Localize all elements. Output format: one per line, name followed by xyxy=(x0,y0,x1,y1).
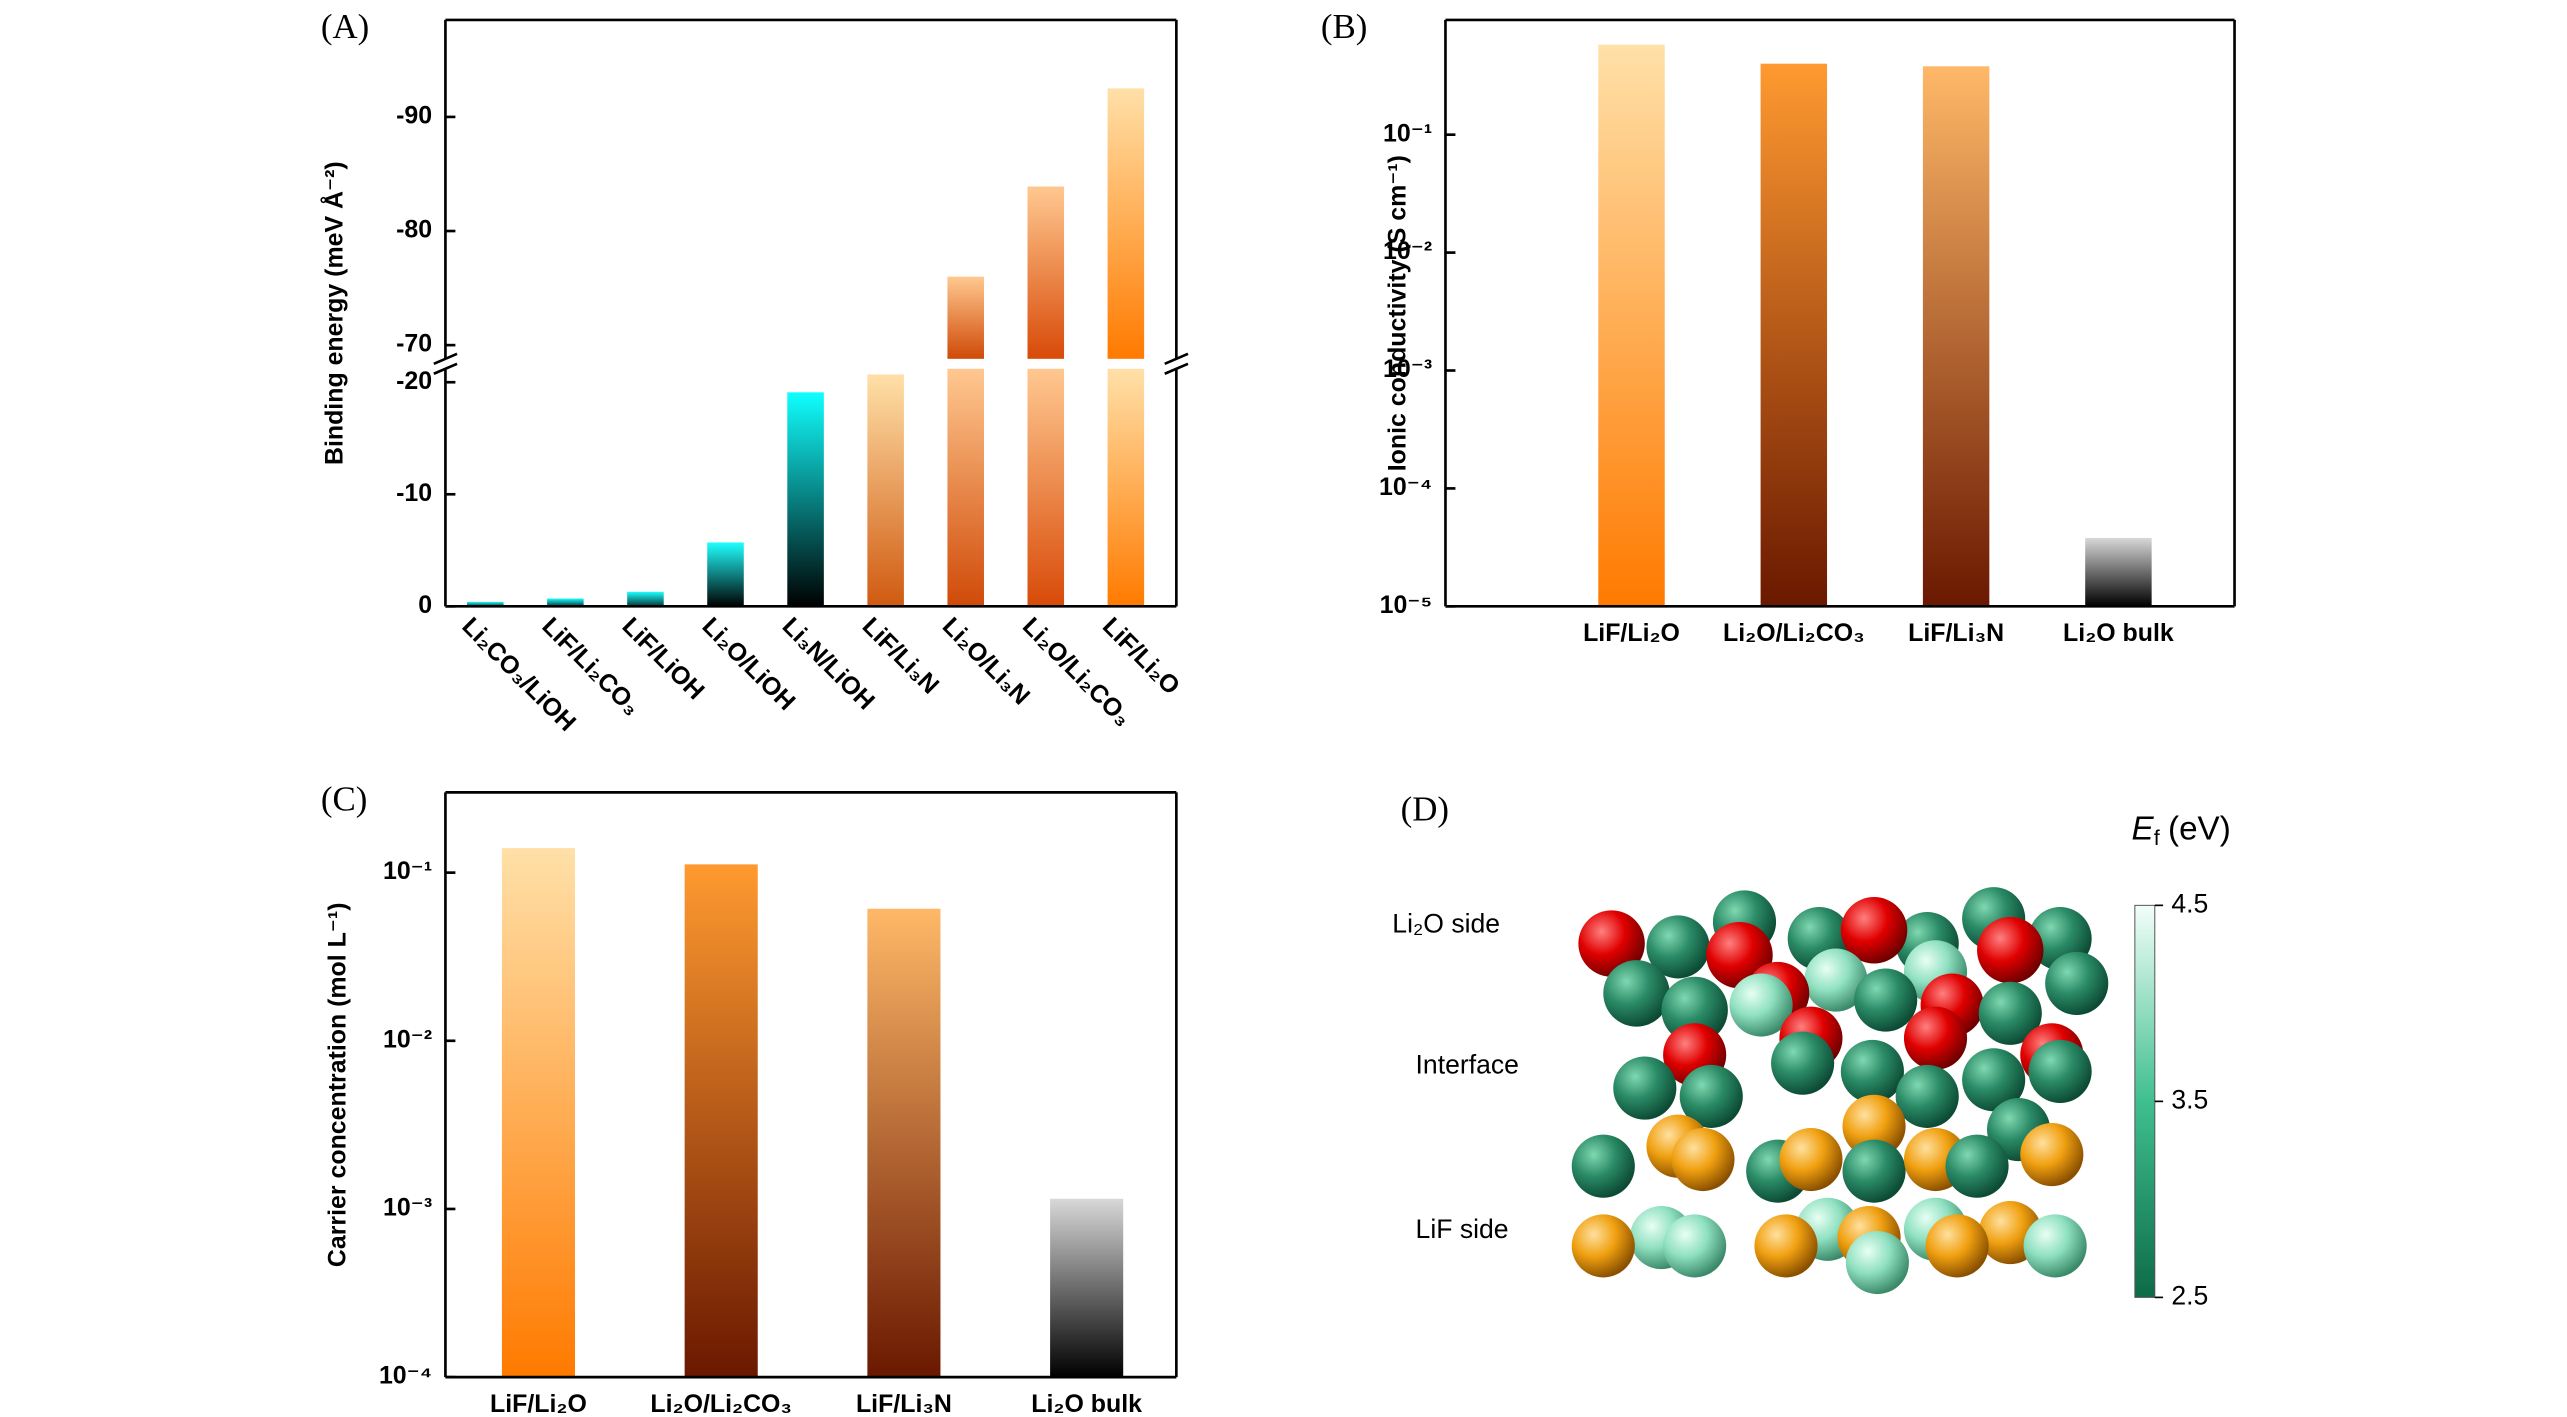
colorbar-tick-label: 4.5 xyxy=(2171,888,2208,918)
y-tick-label: 10⁻⁵ xyxy=(1380,591,1433,619)
y-tick-label: -70 xyxy=(396,330,432,358)
colorbar-subscript: f xyxy=(2154,825,2161,850)
y-tick-label: -10 xyxy=(396,479,432,507)
atom-structure xyxy=(1571,887,2109,1295)
y-tick-label: 10⁻¹ xyxy=(1383,119,1432,147)
bar xyxy=(1922,66,1990,607)
bar xyxy=(867,374,904,607)
x-tick-label: Li₂O bulk xyxy=(1031,1390,1142,1417)
bar xyxy=(684,864,758,1378)
bar xyxy=(627,591,664,607)
x-tick-label: Li₂O/Li₂CO₃ xyxy=(1723,619,1865,647)
y-tick-label: 10⁻³ xyxy=(383,1194,432,1222)
panel-label: (B) xyxy=(1321,7,1368,46)
x-tick-label: LiF/Li₃N xyxy=(1908,619,2004,647)
bar xyxy=(867,908,941,1378)
bar xyxy=(501,848,575,1378)
bar xyxy=(1760,63,1828,607)
layer-label: LiF side xyxy=(1416,1214,1509,1244)
axis-break xyxy=(433,352,458,366)
bar-lower-part xyxy=(1107,368,1145,607)
bar xyxy=(707,542,744,607)
x-tick-label: LiF/Li₂O xyxy=(1583,619,1680,647)
y-tick-label: 10⁻² xyxy=(383,1025,432,1053)
colorbar-tick-label: 2.5 xyxy=(2171,1280,2208,1310)
bar xyxy=(1050,1198,1124,1378)
panel-label: (A) xyxy=(321,7,369,46)
bar-upper-part xyxy=(1027,186,1065,359)
bar-upper-part xyxy=(1107,88,1145,359)
y-tick-label: 10⁻⁴ xyxy=(379,1362,432,1390)
y-tick-label: 10⁻² xyxy=(1383,237,1432,265)
colorbar xyxy=(2134,904,2156,1298)
x-tick-label: LiF/Li₃N xyxy=(856,1390,952,1417)
x-tick-label: Li₂O bulk xyxy=(2063,619,2174,647)
bar xyxy=(547,598,584,607)
colorbar-title: Ef (eV) xyxy=(2132,810,2231,849)
y-axis-label: Ionic conductivity (S cm⁻¹) xyxy=(1384,155,1412,471)
colorbar-unit: (eV) xyxy=(2168,810,2231,847)
layer-label: Li₂O side xyxy=(1392,908,1500,938)
y-tick-label: 10⁻³ xyxy=(1383,355,1432,383)
y-tick-label: -80 xyxy=(396,216,432,244)
bar-lower-part xyxy=(1027,368,1065,607)
axis-break xyxy=(1164,352,1189,366)
axis-break xyxy=(433,362,458,375)
colorbar-symbol: E xyxy=(2132,810,2155,847)
layer-label: Interface xyxy=(1416,1050,1519,1080)
y-tick-label: 0 xyxy=(418,591,432,619)
x-tick-label: Li₂O/Li₂CO₃ xyxy=(650,1390,792,1417)
y-axis-label: Carrier concentration (mol L⁻¹) xyxy=(324,902,352,1267)
bar-lower-part xyxy=(947,368,984,607)
y-tick-label: 10⁻¹ xyxy=(383,857,432,885)
y-tick-label: -20 xyxy=(396,367,432,395)
y-axis-label: Binding energy (meV Å⁻²) xyxy=(319,161,348,465)
x-tick-label: LiF/Li₂O xyxy=(490,1390,587,1417)
panel-label: (C) xyxy=(321,779,368,818)
axis-break xyxy=(1164,362,1189,375)
bar xyxy=(787,392,824,607)
bar xyxy=(1598,44,1665,607)
y-tick-label: 10⁻⁴ xyxy=(1379,473,1432,501)
bar xyxy=(467,601,504,607)
bar-upper-part xyxy=(947,276,984,359)
colorbar-tick-label: 3.5 xyxy=(2171,1084,2208,1114)
panel-label: (D) xyxy=(1401,789,1449,828)
y-tick-label: -90 xyxy=(396,101,432,129)
bar xyxy=(2085,537,2152,607)
